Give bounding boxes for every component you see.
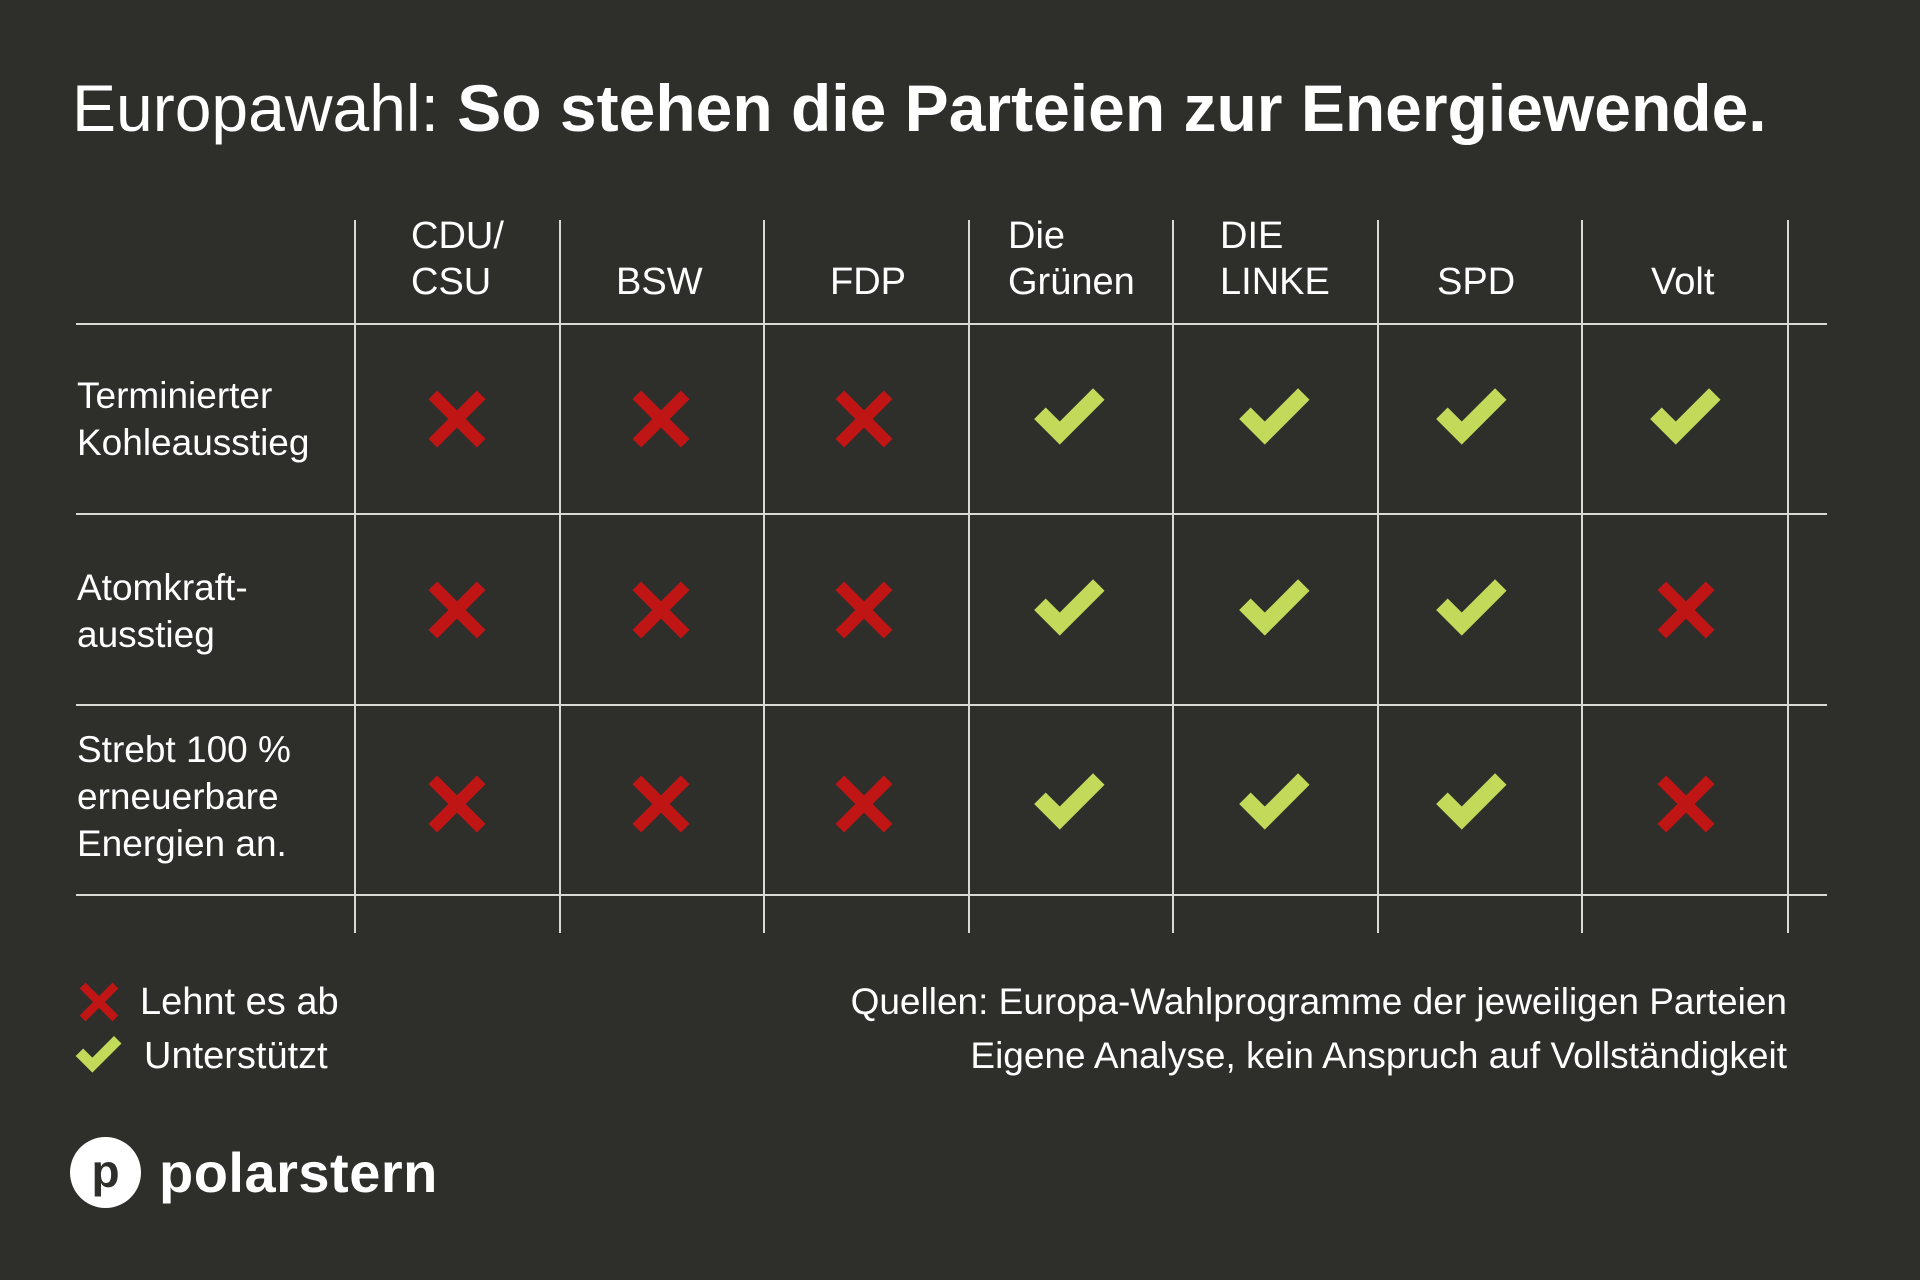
page-title: Europawahl: So stehen die Parteien zur E…: [72, 70, 1767, 146]
row-label-atomkraftausstieg: Atomkraft- ausstieg: [77, 564, 248, 658]
row-label-erneuerbare: Strebt 100 % erneuerbare Energien an.: [77, 726, 291, 867]
row-label-line: erneuerbare: [77, 776, 279, 817]
brand-logo: p polarstern: [70, 1137, 438, 1208]
grid-hline: [76, 894, 1827, 896]
row-label-line: Energien an.: [77, 823, 287, 864]
row-label-kohleausstieg: Terminierter Kohleausstieg: [77, 372, 309, 466]
check-mark-icon: [1235, 379, 1315, 459]
row-label-line: Strebt 100 %: [77, 729, 291, 770]
row-label-line: Kohleausstieg: [77, 422, 310, 463]
x-mark-icon: [824, 570, 904, 650]
column-header-bsw: BSW: [616, 261, 703, 303]
title-prefix: Europawahl:: [72, 71, 439, 145]
check-mark-icon: [1030, 570, 1110, 650]
header-line: Die: [1008, 215, 1066, 257]
analysis-note: Eigene Analyse, kein Anspruch auf Vollst…: [970, 1035, 1787, 1076]
x-mark-icon: [621, 764, 701, 844]
check-mark-icon: [1646, 379, 1726, 459]
grid-hline: [76, 513, 1827, 515]
grid-vline: [559, 220, 561, 933]
check-mark-icon: [75, 1036, 122, 1073]
row-label-line: Terminierter: [77, 375, 273, 416]
check-mark-icon: [1432, 764, 1512, 844]
legend-support: Unterstützt: [74, 1033, 328, 1079]
header-line: Grünen: [1008, 261, 1135, 303]
legend-reject: Lehnt es ab: [78, 979, 339, 1025]
x-mark-icon: [824, 764, 904, 844]
x-mark-icon: [1646, 764, 1726, 844]
x-mark-icon: [621, 379, 701, 459]
x-mark-icon: [417, 570, 497, 650]
logo-wordmark: polarstern: [159, 1141, 438, 1204]
header-line: CDU/: [411, 215, 504, 257]
grid-vline: [1377, 220, 1379, 933]
x-mark-icon: [417, 764, 497, 844]
column-header-volt: Volt: [1651, 261, 1715, 303]
x-mark-icon: [79, 982, 119, 1022]
check-mark-icon: [1235, 764, 1315, 844]
column-header-gruene: Die Grünen: [1008, 213, 1135, 305]
source-note: Quellen: Europa-Wahlprogramme der jeweil…: [850, 981, 1787, 1022]
row-label-line: Atomkraft-: [77, 567, 248, 608]
column-header-linke: DIE LINKE: [1220, 213, 1330, 305]
x-mark-icon: [621, 570, 701, 650]
x-mark-icon: [824, 379, 904, 459]
column-header-fdp: FDP: [830, 261, 906, 303]
check-mark-icon: [1030, 764, 1110, 844]
title-main: So stehen die Parteien zur Energiewende.: [457, 71, 1767, 145]
grid-vline: [1787, 220, 1789, 933]
x-mark-icon: [417, 379, 497, 459]
grid-vline: [1581, 220, 1583, 933]
check-mark-icon: [1432, 379, 1512, 459]
grid-hline: [76, 704, 1827, 706]
column-header-spd: SPD: [1437, 261, 1516, 303]
check-mark-icon: [1432, 570, 1512, 650]
grid-vline: [354, 220, 356, 933]
header-line: LINKE: [1220, 261, 1330, 303]
logo-mark-icon: p: [70, 1137, 141, 1208]
column-header-cdu-csu: CDU/ CSU: [411, 213, 504, 305]
x-mark-icon: [1646, 570, 1726, 650]
grid-vline: [968, 220, 970, 933]
grid-vline: [1172, 220, 1174, 933]
check-mark-icon: [1235, 570, 1315, 650]
header-line: CSU: [411, 261, 492, 303]
legend-reject-label: Lehnt es ab: [140, 981, 339, 1023]
header-line: DIE: [1220, 215, 1284, 257]
check-mark-icon: [1030, 379, 1110, 459]
row-label-line: ausstieg: [77, 614, 215, 655]
legend-support-label: Unterstützt: [144, 1035, 328, 1077]
grid-vline: [763, 220, 765, 933]
grid-hline: [76, 323, 1827, 325]
